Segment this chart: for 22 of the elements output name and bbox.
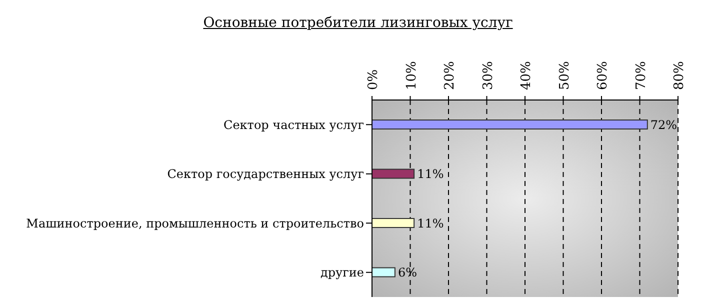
x-tick-label: 20% [442,61,458,90]
bar [372,267,396,278]
x-tick-label: 10% [404,61,420,90]
data-label: 72% [650,118,678,132]
bar [372,168,415,179]
x-tick-label: 50% [557,61,572,90]
x-tick-label: 70% [634,61,649,90]
x-tick-label: 80% [672,61,687,90]
data-label: 11% [417,216,444,230]
x-tick-label: 60% [596,61,610,90]
x-tick-label: 40% [519,61,534,90]
y-tick-label: Сектор частных услуг [224,118,364,132]
bar [372,120,648,130]
chart-title: Основные потребители лизинговых услуг [202,15,514,31]
y-tick-label: Сектор государственных услуг [167,167,364,182]
data-label: 11% [417,167,444,182]
x-tick-label: 0% [366,69,381,90]
bar [372,218,415,228]
x-tick-label: 30% [480,61,496,90]
y-tick-label: другие [320,266,364,280]
y-tick-label: Машиностроение, промышленность и строительство [26,216,364,230]
data-label: 6% [398,266,417,280]
